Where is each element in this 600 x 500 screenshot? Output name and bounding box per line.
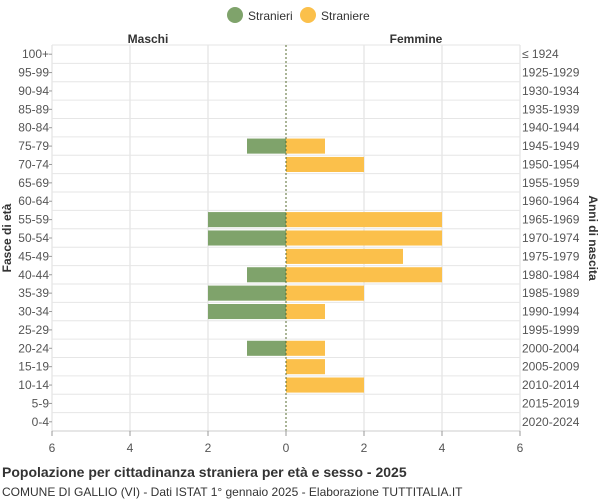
birth-year-label: 2010-2014: [522, 378, 580, 392]
legend-label-straniere: Straniere: [321, 9, 370, 23]
age-label-40-44: 40-44: [18, 268, 49, 282]
legend-marker-stranieri: [227, 7, 243, 23]
x-tick-label: 6: [49, 441, 56, 455]
bar-stranieri-20-24: [247, 340, 286, 356]
bar-straniere-10-14: [286, 377, 364, 393]
chart-subtitle: COMUNE DI GALLIO (VI) - Dati ISTAT 1° ge…: [2, 485, 463, 499]
age-label-65-69: 65-69: [18, 176, 49, 190]
x-tick-label: 4: [439, 441, 446, 455]
age-label-10-14: 10-14: [18, 378, 49, 392]
bar-stranieri-50-54: [208, 230, 286, 246]
legend: Stranieri Straniere: [227, 7, 370, 23]
age-label-50-54: 50-54: [18, 231, 49, 245]
age-label-80-84: 80-84: [18, 121, 49, 135]
age-label-25-29: 25-29: [18, 323, 49, 337]
bar-straniere-50-54: [286, 230, 442, 246]
right-header: Femmine: [390, 32, 443, 46]
bar-straniere-30-34: [286, 303, 325, 320]
age-label-95-99: 95-99: [18, 66, 49, 80]
age-label-5-9: 5-9: [32, 396, 50, 410]
birth-year-label: 1975-1979: [522, 249, 580, 263]
bar-stranieri-30-34: [208, 303, 286, 320]
bar-straniere-70-74: [286, 156, 364, 173]
bar-straniere-55-59: [286, 212, 442, 228]
birth-year-label: 1990-1994: [522, 305, 580, 319]
birth-year-label: 1985-1989: [522, 286, 580, 300]
bar-straniere-40-44: [286, 267, 442, 283]
x-tick-label: 2: [205, 441, 212, 455]
birth-year-label: 1955-1959: [522, 176, 580, 190]
age-label-90-94: 90-94: [18, 84, 49, 98]
age-label-30-34: 30-34: [18, 305, 49, 319]
axes: 6 4 2 0 2 4 6: [49, 45, 524, 455]
birth-year-label: 1930-1934: [522, 84, 580, 98]
birth-year-label: 1925-1929: [522, 66, 580, 80]
bar-stranieri-35-39: [208, 285, 286, 301]
birth-year-label: 1965-1969: [522, 213, 580, 227]
y-axis-title-left: Fasce di età: [0, 203, 14, 272]
birth-year-label: ≤ 1924: [522, 47, 559, 61]
bar-straniere-35-39: [286, 285, 364, 301]
age-label-0-4: 0-4: [32, 415, 50, 429]
labels: 100+ 95-99 90-94 85-89 80-84 75-79 70-74 65-69 6…: [0, 47, 600, 429]
side-headers: Maschi Femmine: [128, 32, 443, 46]
age-label-55-59: 55-59: [18, 213, 49, 227]
birth-year-label: 1995-1999: [522, 323, 580, 337]
y-axis-title-right: Anni di nascita: [586, 195, 600, 281]
legend-marker-straniere: [300, 7, 316, 23]
birth-year-label: 1945-1949: [522, 139, 580, 153]
birth-year-label: 1970-1974: [522, 231, 580, 245]
x-tick-label: 2: [361, 441, 368, 455]
birth-year-label: 2020-2024: [522, 415, 580, 429]
x-tick-label: 4: [127, 441, 134, 455]
bar-straniere-45-49: [286, 248, 403, 264]
age-label-75-79: 75-79: [18, 139, 49, 153]
age-label-45-49: 45-49: [18, 249, 49, 263]
age-label-35-39: 35-39: [18, 286, 49, 300]
birth-year-label: 2005-2009: [522, 360, 580, 374]
age-label-85-89: 85-89: [18, 102, 49, 116]
age-label-70-74: 70-74: [18, 157, 49, 171]
bar-straniere-15-19: [286, 359, 325, 375]
age-label-60-64: 60-64: [18, 194, 49, 208]
bars: [208, 138, 442, 393]
birth-year-label: 1935-1939: [522, 102, 580, 116]
x-tick-label: 0: [283, 441, 290, 455]
birth-year-label: 1950-1954: [522, 157, 580, 171]
bar-straniere-75-79: [286, 138, 325, 154]
birth-year-label: 2015-2019: [522, 396, 580, 410]
left-header: Maschi: [128, 32, 169, 46]
age-label-15-19: 15-19: [18, 360, 49, 374]
x-tick-label: 6: [517, 441, 524, 455]
bar-stranieri-40-44: [247, 267, 286, 283]
bar-straniere-20-24: [286, 340, 325, 356]
age-label-20-24: 20-24: [18, 341, 49, 355]
birth-year-label: 1940-1944: [522, 121, 580, 135]
birth-year-label: 1980-1984: [522, 268, 580, 282]
bar-stranieri-75-79: [247, 138, 286, 154]
age-label-100+: 100+: [22, 47, 49, 61]
bar-stranieri-55-59: [208, 212, 286, 228]
birth-year-label: 2000-2004: [522, 341, 580, 355]
birth-year-label: 1960-1964: [522, 194, 580, 208]
chart-title: Popolazione per cittadinanza straniera p…: [2, 464, 407, 480]
legend-label-stranieri: Stranieri: [248, 9, 293, 23]
